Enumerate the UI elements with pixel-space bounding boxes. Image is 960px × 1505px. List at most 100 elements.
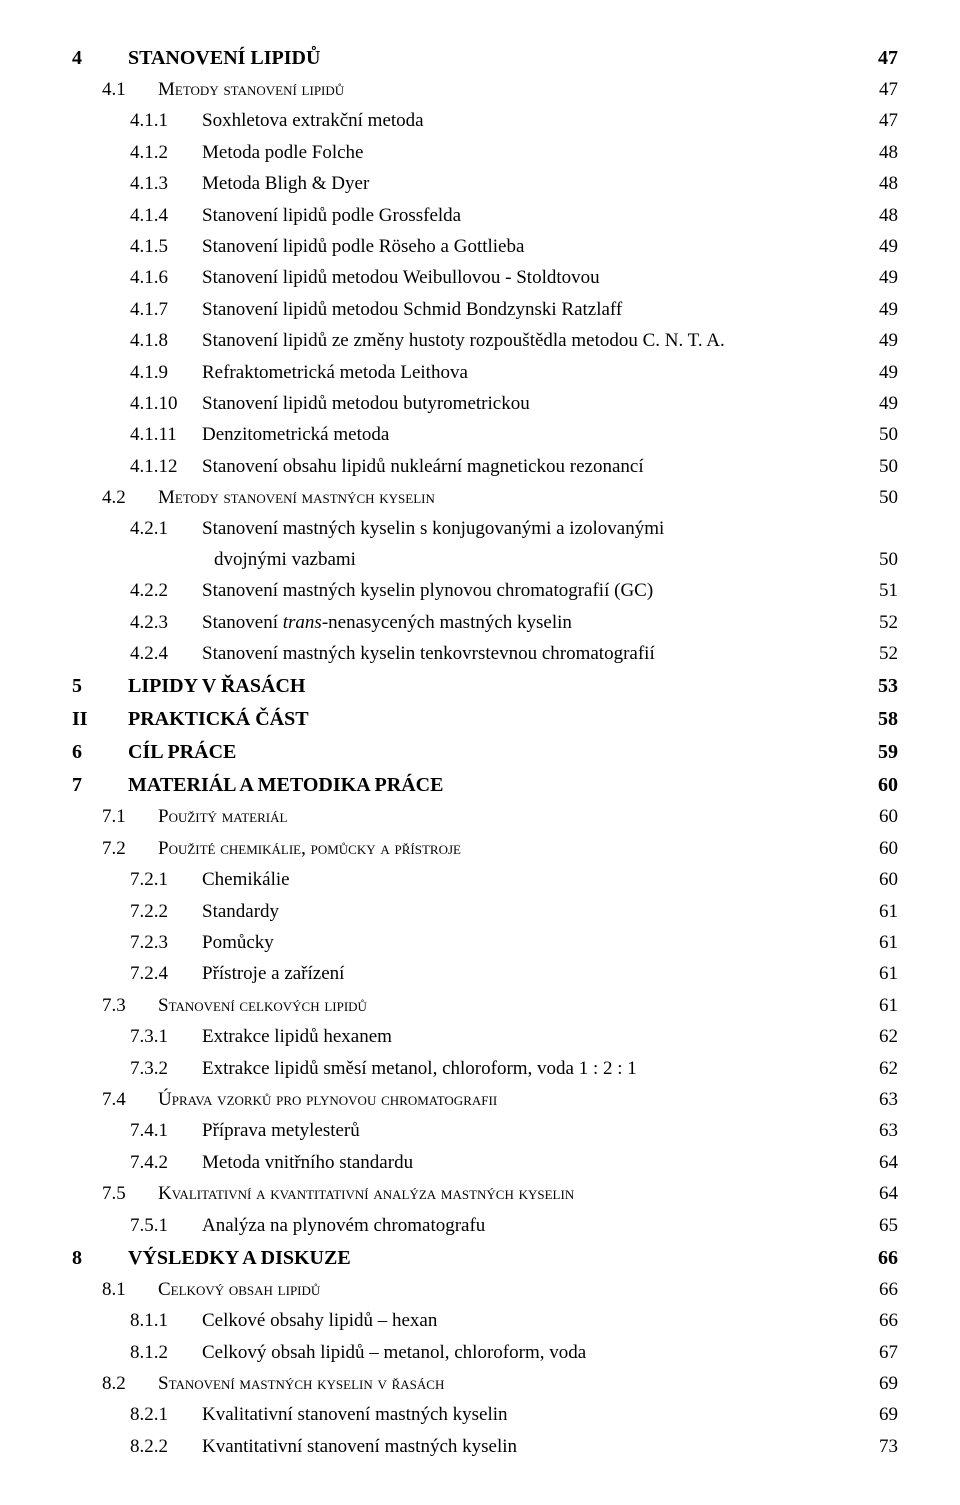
toc-page-number: 51 [875, 576, 898, 606]
toc-title: Stanovení lipidů ze změny hustoty rozpou… [202, 326, 725, 356]
toc-number: 4.2.4 [72, 639, 202, 669]
toc-number: 4.1.2 [72, 138, 202, 168]
toc-line: 7.2.2Standardy61 [72, 897, 898, 927]
toc-entry: 7.2.1Chemikálie60 [72, 865, 898, 895]
toc-line: 8.2.2Kvantitativní stanovení mastných ky… [72, 1432, 898, 1462]
toc-number: 6 [72, 736, 128, 768]
toc-line: 7.2.3Pomůcky61 [72, 928, 898, 958]
toc-entry: 7.1Použitý materiál60 [72, 802, 898, 832]
toc-number: 7.5 [72, 1179, 158, 1209]
toc-page-number: 48 [875, 138, 898, 168]
toc-number: 4.1.9 [72, 358, 202, 388]
toc-page-number: 50 [875, 545, 898, 575]
toc-title: dvojnými vazbami [214, 545, 356, 575]
toc-number: 4.2.2 [72, 576, 202, 606]
toc-line: 4.1.10Stanovení lipidů metodou butyromet… [72, 389, 898, 419]
toc-page: 4STANOVENÍ LIPIDŮ474.1Metody stanovení l… [0, 0, 960, 1505]
toc-title: Stanovení lipidů metodou Weibullovou - S… [202, 263, 600, 293]
toc-entry: 4.1.9Refraktometrická metoda Leithova 49 [72, 358, 898, 388]
toc-number: 7.2.1 [72, 865, 202, 895]
toc-entry: 5LIPIDY V ŘASÁCH53 [72, 670, 898, 702]
toc-number: 8.2.1 [72, 1400, 202, 1430]
toc-line: 4.1.2Metoda podle Folche 48 [72, 138, 898, 168]
toc-title: Stanovení mastných kyselin plynovou chro… [202, 576, 653, 606]
toc-title: Metody stanovení lipidů [158, 75, 344, 105]
toc-page-number: 59 [874, 736, 898, 768]
toc-page-number: 58 [874, 703, 898, 735]
toc-line: 4.1.6Stanovení lipidů metodou Weibullovo… [72, 263, 898, 293]
toc-title: Metody stanovení mastných kyselin [158, 483, 435, 513]
toc-line: 4.1.11Denzitometrická metoda50 [72, 420, 898, 450]
toc-entry: 8.1Celkový obsah lipidů 66 [72, 1275, 898, 1305]
toc-line: 4.2.2Stanovení mastných kyselin plynovou… [72, 576, 898, 606]
toc-number: 4.1 [72, 75, 158, 105]
toc-title: Metoda podle Folche [202, 138, 363, 168]
toc-title: Použité chemikálie, pomůcky a přístroje [158, 834, 461, 864]
toc-page-number: 49 [875, 232, 898, 262]
toc-number: 8.1 [72, 1275, 158, 1305]
toc-title: PRAKTICKÁ ČÁST [128, 703, 309, 735]
toc-number: 7.3.2 [72, 1054, 202, 1084]
toc-number: 8.1.2 [72, 1338, 202, 1368]
toc-number: 4 [72, 42, 128, 74]
toc-page-number: 50 [875, 420, 898, 450]
toc-page-number: 61 [875, 959, 898, 989]
toc-entry: 4.1.12Stanovení obsahu lipidů nukleární … [72, 452, 898, 482]
toc-title: Stanovení mastných kyselin v řasách [158, 1369, 444, 1399]
toc-title: CÍL PRÁCE [128, 736, 236, 768]
toc-title: Stanovení lipidů metodou butyrometrickou [202, 389, 530, 419]
toc-page-number: 52 [875, 639, 898, 669]
toc-number: 4.1.3 [72, 169, 202, 199]
toc-entry: 7.5.1Analýza na plynovém chromatografu65 [72, 1211, 898, 1241]
toc-line: 5LIPIDY V ŘASÁCH53 [72, 670, 898, 702]
toc-line: 7.3.2Extrakce lipidů směsí metanol, chlo… [72, 1054, 898, 1084]
toc-page-number: 62 [875, 1054, 898, 1084]
toc-page-number: 53 [874, 670, 898, 702]
toc-page-number: 61 [875, 991, 898, 1021]
toc-title: Denzitometrická metoda [202, 420, 389, 450]
toc-page-number: 52 [875, 608, 898, 638]
toc-page-number: 50 [875, 483, 898, 513]
toc-entry: 4.2.3Stanovení trans-nenasycených mastný… [72, 608, 898, 638]
toc-entry: 8VÝSLEDKY A DISKUZE66 [72, 1242, 898, 1274]
toc-number: 7.3 [72, 991, 158, 1021]
toc-entry: 4.1.11Denzitometrická metoda50 [72, 420, 898, 450]
toc-title: Úprava vzorků pro plynovou chromatografi… [158, 1085, 497, 1115]
toc-page-number: 49 [875, 358, 898, 388]
toc-page-number: 65 [875, 1211, 898, 1241]
toc-line: 4.2.1Stanovení mastných kyselin s konjug… [72, 514, 898, 544]
toc-entry: 4.1.8Stanovení lipidů ze změny hustoty r… [72, 326, 898, 356]
toc-page-number: 61 [875, 897, 898, 927]
toc-entry: 7.2.4Přístroje a zařízení61 [72, 959, 898, 989]
toc-number: 7.2.2 [72, 897, 202, 927]
toc-line: 4.2.4Stanovení mastných kyselin tenkovrs… [72, 639, 898, 669]
toc-line: IIPRAKTICKÁ ČÁST58 [72, 703, 898, 735]
toc-line: 7.4Úprava vzorků pro plynovou chromatogr… [72, 1085, 898, 1115]
toc-entry: 4.1.2Metoda podle Folche 48 [72, 138, 898, 168]
toc-number: 8.2 [72, 1369, 158, 1399]
toc-number: 8.1.1 [72, 1306, 202, 1336]
toc-page-number: 49 [875, 389, 898, 419]
toc-title: Refraktometrická metoda Leithova [202, 358, 468, 388]
toc-title: MATERIÁL A METODIKA PRÁCE [128, 769, 443, 801]
toc-page-number: 47 [875, 75, 898, 105]
toc-page-number: 60 [874, 769, 898, 801]
toc-title: Celkový obsah lipidů [158, 1275, 320, 1305]
toc-title: Příprava metylesterů [202, 1116, 360, 1146]
toc-line: 4.2.3Stanovení trans-nenasycených mastný… [72, 608, 898, 638]
toc-entry: 4.2.2Stanovení mastných kyselin plynovou… [72, 576, 898, 606]
toc-line: 4.1.7Stanovení lipidů metodou Schmid Bon… [72, 295, 898, 325]
toc-line: 7.2.1Chemikálie60 [72, 865, 898, 895]
toc-entry: 7.5Kvalitativní a kvantitativní analýza … [72, 1179, 898, 1209]
toc-number: 4.1.6 [72, 263, 202, 293]
toc-number: 7 [72, 769, 128, 801]
toc-line: 4.2Metody stanovení mastných kyselin50 [72, 483, 898, 513]
toc-line: 7.4.2Metoda vnitřního standardu64 [72, 1148, 898, 1178]
toc-title: Pomůcky [202, 928, 274, 958]
toc-line: 4.1.3Metoda Bligh & Dyer48 [72, 169, 898, 199]
toc-page-number: 66 [875, 1275, 898, 1305]
toc-entry: 8.1.2Celkový obsah lipidů – metanol, chl… [72, 1338, 898, 1368]
toc-page-number: 60 [875, 802, 898, 832]
toc-number: 7.1 [72, 802, 158, 832]
toc-entry: 7.3Stanovení celkových lipidů61 [72, 991, 898, 1021]
